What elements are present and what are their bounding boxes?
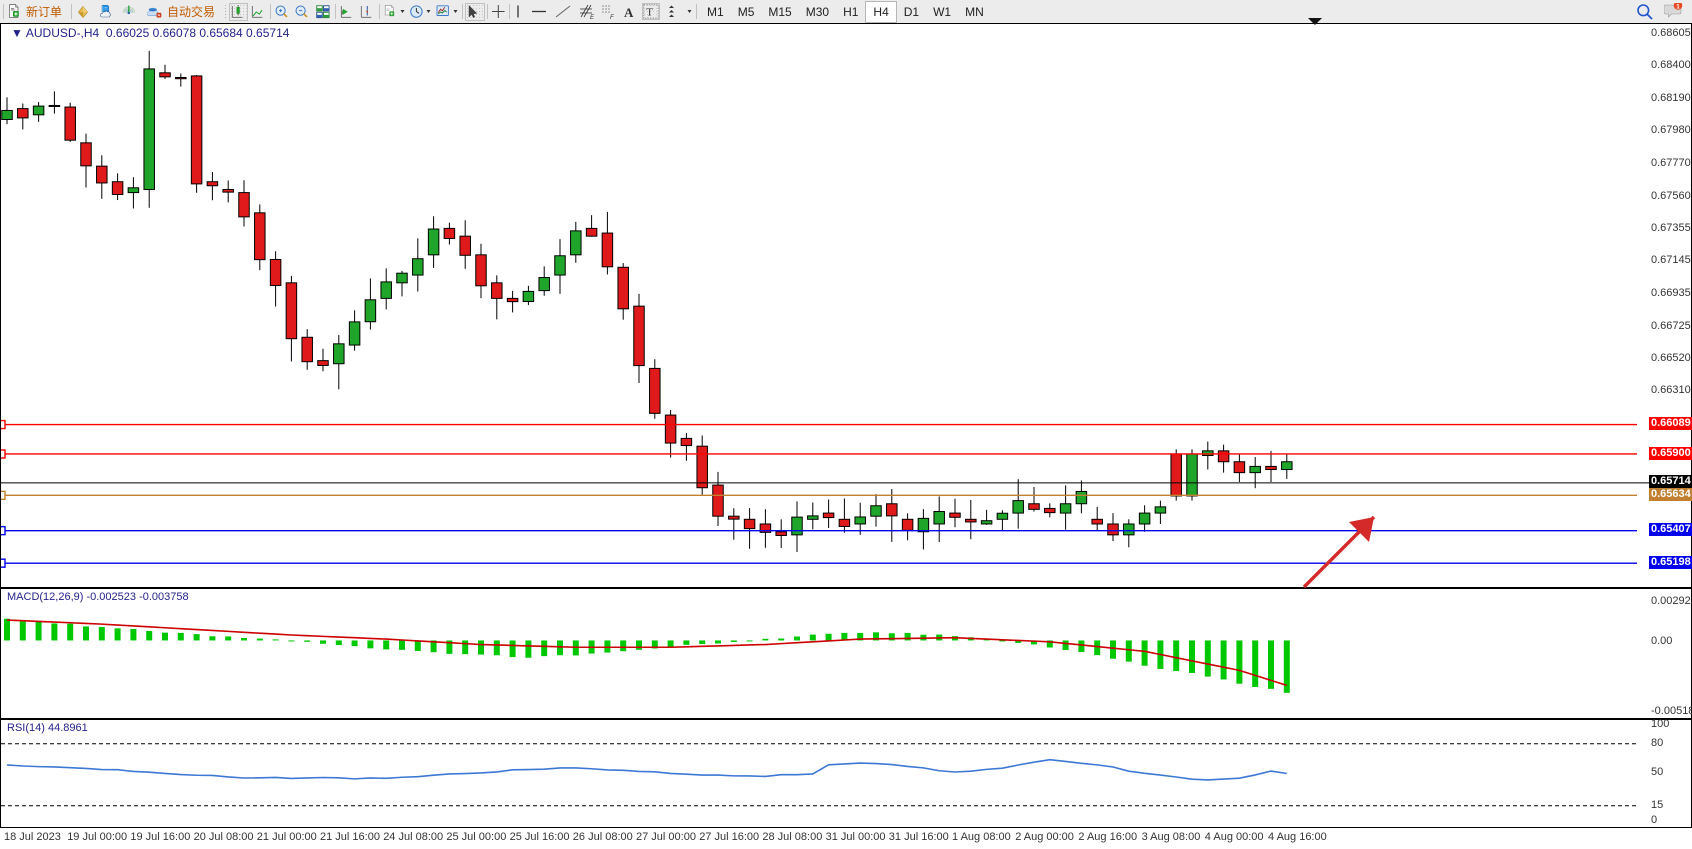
svg-text:A: A <box>624 5 634 19</box>
svg-text:E: E <box>590 15 595 20</box>
svg-text:1: 1 <box>1676 3 1680 10</box>
svg-text:T: T <box>646 7 653 19</box>
svg-text:F: F <box>610 15 614 20</box>
